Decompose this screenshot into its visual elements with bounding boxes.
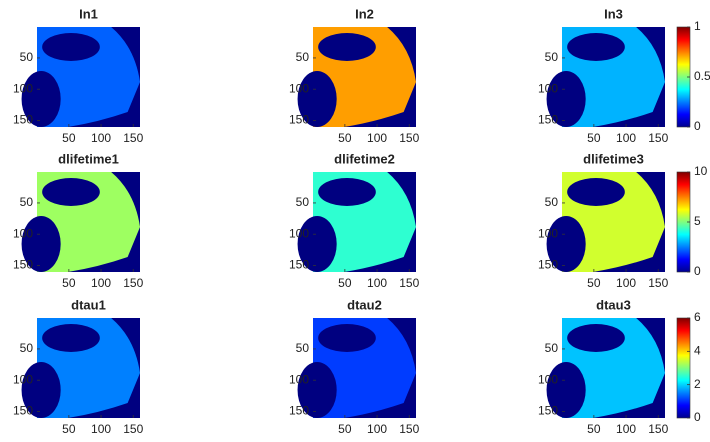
background-hole <box>21 362 61 418</box>
panel-title: dlifetime3 <box>583 151 644 166</box>
x-tick-label: 150 <box>399 422 419 436</box>
x-tick-label: 150 <box>123 422 143 436</box>
panel-title: dlifetime2 <box>334 151 395 166</box>
colorbar-tick-label: 5 <box>694 214 701 228</box>
y-tick-label: 50 <box>545 50 559 64</box>
background-hole <box>546 216 586 272</box>
x-tick-label: 150 <box>648 276 668 290</box>
colorbar <box>676 317 691 419</box>
x-tick-label: 50 <box>62 131 76 145</box>
y-tick-label: 100 <box>13 81 33 95</box>
colorbar-tick-label: 10 <box>694 164 708 178</box>
background-hole <box>546 362 586 418</box>
background-hole <box>567 178 625 206</box>
x-tick-label: 100 <box>616 131 636 145</box>
background-hole <box>318 178 376 206</box>
y-tick-label: 100 <box>538 81 558 95</box>
x-tick-label: 50 <box>62 276 76 290</box>
x-tick-label: 100 <box>367 276 387 290</box>
y-tick-label: 50 <box>545 341 559 355</box>
x-tick-label: 150 <box>123 131 143 145</box>
panel-title: dtau3 <box>596 297 631 312</box>
x-tick-label: 50 <box>338 131 352 145</box>
background-hole <box>297 71 337 127</box>
y-tick-label: 100 <box>13 372 33 386</box>
background-hole <box>42 33 100 61</box>
x-tick-label: 50 <box>338 276 352 290</box>
panel-title: dtau1 <box>71 297 106 312</box>
x-tick-label: 100 <box>91 276 111 290</box>
x-tick-label: 100 <box>616 276 636 290</box>
x-tick-label: 100 <box>91 131 111 145</box>
background-hole <box>42 324 100 352</box>
y-tick-label: 100 <box>289 81 309 95</box>
x-tick-label: 50 <box>587 276 601 290</box>
y-tick-label: 150 <box>13 258 33 272</box>
x-tick-label: 100 <box>616 422 636 436</box>
background-hole <box>567 33 625 61</box>
y-tick-label: 50 <box>20 195 34 209</box>
panel-title: dtau2 <box>347 297 382 312</box>
panel-title: In1 <box>79 6 98 21</box>
x-tick-label: 100 <box>367 422 387 436</box>
panel-title: In2 <box>355 6 374 21</box>
y-tick-label: 100 <box>289 372 309 386</box>
colorbar-tick-label: 0.5 <box>694 69 710 83</box>
background-hole <box>42 178 100 206</box>
y-tick-label: 150 <box>289 258 309 272</box>
background-hole <box>21 216 61 272</box>
x-tick-label: 150 <box>648 422 668 436</box>
colorbar-tick-label: 6 <box>694 310 701 324</box>
y-tick-label: 50 <box>296 195 310 209</box>
x-tick-label: 50 <box>338 422 352 436</box>
y-tick-label: 150 <box>289 113 309 127</box>
y-tick-label: 50 <box>20 341 34 355</box>
x-tick-label: 150 <box>123 276 143 290</box>
colorbar-tick-label: 0 <box>694 410 701 424</box>
x-tick-label: 150 <box>399 131 419 145</box>
y-tick-label: 150 <box>538 113 558 127</box>
y-tick-label: 50 <box>296 50 310 64</box>
background-hole <box>567 324 625 352</box>
x-tick-label: 100 <box>367 131 387 145</box>
y-tick-label: 150 <box>289 404 309 418</box>
x-tick-label: 50 <box>62 422 76 436</box>
y-tick-label: 100 <box>13 226 33 240</box>
background-hole <box>546 71 586 127</box>
x-tick-label: 100 <box>91 422 111 436</box>
y-tick-label: 150 <box>538 258 558 272</box>
y-tick-label: 100 <box>538 372 558 386</box>
y-tick-label: 100 <box>289 226 309 240</box>
x-tick-label: 150 <box>648 131 668 145</box>
x-tick-label: 50 <box>587 131 601 145</box>
background-hole <box>318 33 376 61</box>
panel-title: In3 <box>604 6 623 21</box>
background-hole <box>21 71 61 127</box>
y-tick-label: 150 <box>13 113 33 127</box>
colorbar-tick-label: 0 <box>694 119 701 133</box>
y-tick-label: 100 <box>538 226 558 240</box>
colorbar-tick-label: 2 <box>694 377 701 391</box>
y-tick-label: 50 <box>20 50 34 64</box>
panel-title: dlifetime1 <box>58 151 119 166</box>
x-tick-label: 150 <box>399 276 419 290</box>
x-tick-label: 50 <box>587 422 601 436</box>
background-hole <box>297 362 337 418</box>
y-tick-label: 150 <box>13 404 33 418</box>
y-tick-label: 150 <box>538 404 558 418</box>
background-hole <box>318 324 376 352</box>
y-tick-label: 50 <box>296 341 310 355</box>
y-tick-label: 50 <box>545 195 559 209</box>
colorbar-tick-label: 4 <box>694 344 701 358</box>
background-hole <box>297 216 337 272</box>
colorbar-tick-label: 0 <box>694 264 701 278</box>
colorbar-tick-label: 1 <box>694 19 701 33</box>
